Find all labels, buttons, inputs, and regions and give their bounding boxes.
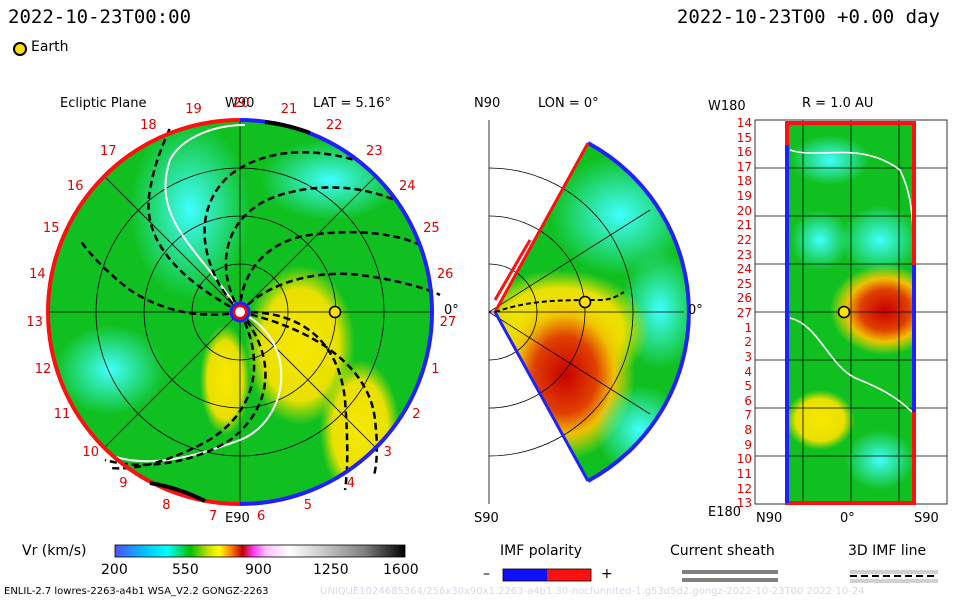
earth-marker-meridional: [578, 295, 592, 309]
colorbar-tick-1250: 1250: [313, 562, 349, 578]
meridional-lon-label: LON = 0°: [538, 96, 599, 111]
earth-marker-lonlat: [837, 305, 851, 319]
lonlat-y-label: 2: [744, 335, 752, 350]
lonlat-y-label: 15: [736, 130, 752, 145]
footer-right: UNIQUE1024685364/256x30x90x1.2263-a4b1.3…: [320, 586, 865, 597]
lonlat-x-label-n90: N90: [756, 511, 783, 526]
rotation-label: 4: [346, 475, 356, 491]
lonlat-y-label: 24: [736, 262, 752, 277]
rotation-label: 5: [303, 497, 313, 513]
lonlat-y-label: 27: [736, 306, 752, 321]
rotation-label: 13: [26, 315, 43, 331]
current-sheath-label: Current sheath: [670, 543, 775, 559]
lonlat-y-label: 8: [744, 423, 752, 438]
lonlat-radius-label: R = 1.0 AU: [802, 96, 874, 111]
earth-legend-label: Earth: [31, 39, 69, 55]
lonlat-y-label: 25: [736, 276, 752, 291]
lonlat-y-label: 11: [736, 466, 752, 481]
lonlat-y-label: 12: [736, 481, 752, 496]
ecliptic-lat-label: LAT = 5.16°: [313, 96, 391, 111]
imf-negative-swatch: [503, 569, 547, 581]
earth-marker-ecliptic: [328, 305, 342, 319]
lonlat-y-label: 21: [736, 218, 752, 233]
footer-left: ENLIL-2.7 lowres-2263-a4b1 WSA_V2.2 GONG…: [4, 586, 269, 597]
rotation-label: 15: [42, 221, 60, 236]
imf-polarity-plus: +: [601, 566, 613, 582]
rotation-label: 27: [439, 315, 457, 331]
rotation-label: 19: [185, 101, 202, 117]
rotation-label: 12: [34, 362, 52, 378]
rotation-label: 9: [119, 475, 128, 491]
lonlat-y-label: 3: [744, 349, 752, 364]
rotation-label: 20: [233, 96, 250, 111]
rotation-label: 18: [140, 118, 157, 134]
imf-3d-line-label: 3D IMF line: [848, 543, 927, 559]
meridional-panel: [488, 120, 691, 504]
rotation-label: 6: [257, 508, 266, 524]
lonlat-y-label: 16: [736, 145, 752, 160]
ecliptic-top-label: W90: [225, 96, 255, 111]
lonlat-bottom-left-label: E180: [708, 505, 742, 520]
lonlat-y-label: 6: [744, 393, 752, 408]
rotation-label: 23: [366, 144, 383, 160]
lonlat-y-label: 18: [736, 174, 752, 189]
time-right: 2022-10-23T00 +0.00 day: [676, 6, 940, 28]
time-left: 2022-10-23T00:00: [8, 6, 192, 28]
lonlat-x-label-0: 0°: [840, 511, 855, 526]
ecliptic-bottom-label: E90: [225, 511, 250, 526]
current-sheath-swatch: [682, 570, 778, 574]
lonlat-top-left-label: W180: [708, 99, 746, 114]
imf-positive-swatch: [547, 569, 591, 581]
lonlat-y-label: 14: [736, 116, 752, 130]
rotation-label: 14: [29, 267, 46, 283]
imf-polarity-label: IMF polarity: [500, 543, 583, 559]
meridional-bottom-label: S90: [474, 511, 499, 526]
rotation-label: 25: [423, 221, 440, 236]
lonlat-y-label: 22: [736, 232, 752, 247]
meridional-top-label: N90: [474, 96, 501, 111]
lonlat-y-label: 23: [736, 247, 752, 262]
ecliptic-title: Ecliptic Plane: [60, 96, 147, 111]
imf-polarity-minus: –: [483, 566, 490, 582]
colorbar-tick-1600: 1600: [383, 562, 419, 578]
rotation-label: 17: [99, 144, 117, 160]
colorbar-tick-900: 900: [245, 562, 272, 578]
meridional-right-label: 0°: [688, 303, 703, 318]
lonlat-y-label: 1: [744, 320, 752, 335]
rotation-label: 10: [82, 445, 99, 461]
lonlat-y-label: 17: [736, 159, 752, 174]
colorbar-label: Vr (km/s): [22, 543, 87, 559]
rotation-label: 16: [66, 179, 84, 195]
rotation-label: 3: [383, 445, 392, 461]
ecliptic-panel: [46, 118, 441, 506]
lonlat-y-label: 7: [744, 408, 752, 423]
lonlat-y-label: 5: [744, 379, 752, 394]
vr-colorbar: [114, 544, 406, 558]
lonlat-y-label: 19: [736, 189, 752, 204]
lonlat-y-label: 4: [744, 364, 752, 379]
lonlat-y-label: 13: [736, 496, 752, 511]
rotation-label: 7: [208, 508, 218, 524]
earth-legend-icon: [13, 42, 27, 56]
ecliptic-right-label: 0°: [444, 303, 459, 318]
rotation-label: 21: [280, 101, 298, 117]
colorbar-tick-200: 200: [101, 562, 128, 578]
rotation-label: 22: [325, 118, 343, 134]
lonlat-panel: [754, 119, 948, 505]
lonlat-y-label: 9: [744, 437, 752, 452]
lonlat-y-label: 20: [736, 203, 752, 218]
rotation-label: 1: [431, 362, 440, 378]
rotation-label: 2: [412, 406, 421, 422]
lonlat-y-label: 10: [736, 452, 752, 467]
rotation-label: 8: [162, 497, 171, 513]
rotation-label: 24: [399, 179, 416, 195]
colorbar-tick-550: 550: [172, 562, 199, 578]
lonlat-x-label-s90: S90: [914, 511, 939, 526]
lonlat-y-label: 26: [736, 291, 752, 306]
rotation-label: 26: [436, 267, 454, 283]
rotation-label: 11: [53, 406, 71, 422]
